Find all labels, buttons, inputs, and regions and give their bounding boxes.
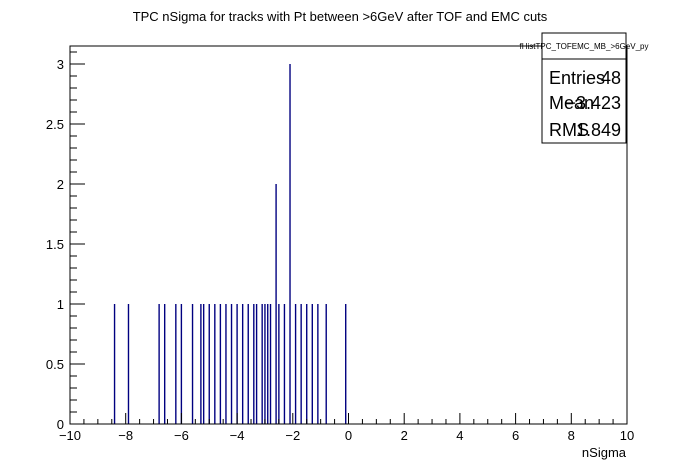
histogram-bar <box>214 304 216 424</box>
histogram-bar <box>253 304 255 424</box>
chart-title: TPC nSigma for tracks with Pt between >6… <box>133 9 548 24</box>
histogram-bar <box>200 304 202 424</box>
histogram-bar <box>289 64 291 424</box>
x-tick-label: 6 <box>512 428 519 443</box>
histogram-bar <box>283 304 286 424</box>
histogram-bar <box>261 304 263 424</box>
histogram-bar <box>278 304 280 424</box>
histogram-bar <box>269 304 272 424</box>
x-tick-label: −4 <box>230 428 245 443</box>
y-tick-label: 0.5 <box>46 357 64 372</box>
x-tick-label: −10 <box>59 428 81 443</box>
histogram-bar <box>230 304 233 424</box>
x-tick-label: 0 <box>345 428 352 443</box>
histogram-bar <box>294 304 297 424</box>
y-tick-label: 2 <box>57 177 64 192</box>
histogram-bar <box>163 304 166 424</box>
histogram-bar <box>241 304 244 424</box>
histogram-bar <box>236 304 238 424</box>
histogram-bar <box>275 184 277 424</box>
x-tick-label: 10 <box>620 428 634 443</box>
histogram-bar <box>158 304 160 424</box>
x-tick-label: 2 <box>401 428 408 443</box>
x-tick-label: 4 <box>456 428 463 443</box>
stats-mean-label: Mean <box>549 93 594 113</box>
stats-entries-label: Entries <box>549 68 605 88</box>
histogram-bar <box>247 304 249 424</box>
histogram-bar <box>208 304 210 424</box>
stats-box-frame <box>541 32 627 144</box>
x-tick-label: 8 <box>568 428 575 443</box>
histogram-bar <box>264 304 266 424</box>
histogram-bar <box>127 304 130 424</box>
histogram-bar <box>113 304 116 424</box>
x-axis-label: nSigma <box>582 445 627 460</box>
histogram-bar <box>345 304 347 424</box>
histogram-bar <box>300 304 302 424</box>
y-axis: 0 0.5 1 1.5 2 2.5 3 <box>46 51 85 432</box>
stats-mean-value: −3.423 <box>565 93 621 113</box>
histogram-bar <box>202 304 205 424</box>
stats-box-name: fHistTPC_TOFEMC_MB_>6GeV_py <box>519 42 648 51</box>
x-tick-label: −2 <box>285 428 300 443</box>
y-tick-label: 2.5 <box>46 117 64 132</box>
y-tick-label: 0 <box>57 417 64 432</box>
histogram-bar <box>219 304 222 424</box>
histogram-bar <box>325 304 327 424</box>
histogram-bar <box>175 304 177 424</box>
histogram-bar <box>180 304 183 424</box>
histogram-bar <box>267 304 269 424</box>
histogram-bar <box>317 304 319 424</box>
histogram-bar <box>225 304 227 424</box>
stats-rms-label: RMS <box>549 120 589 140</box>
histogram-bars <box>113 64 347 424</box>
histogram-bar <box>311 304 313 424</box>
stats-rms-value: 1.849 <box>576 120 621 140</box>
x-tick-label: −8 <box>118 428 133 443</box>
histogram-bar <box>191 304 194 424</box>
histogram-bar <box>306 304 308 424</box>
x-axis: −10 −8 −6 −4 −2 0 2 4 6 8 10 <box>59 413 634 443</box>
y-tick-label: 1.5 <box>46 237 64 252</box>
y-tick-label: 3 <box>57 57 64 72</box>
stats-box: fHistTPC_TOFEMC_MB_>6GeV_py Entries 48 M… <box>519 32 649 144</box>
y-tick-label: 1 <box>57 297 64 312</box>
x-tick-label: −6 <box>174 428 189 443</box>
stats-entries-value: 48 <box>601 68 621 88</box>
histogram-bar <box>255 304 258 424</box>
